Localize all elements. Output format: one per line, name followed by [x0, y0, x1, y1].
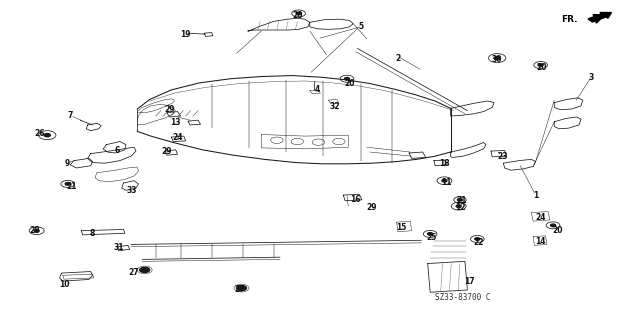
- Text: 7: 7: [68, 111, 73, 120]
- Text: 20: 20: [552, 226, 563, 235]
- Text: 19: 19: [180, 30, 191, 39]
- Circle shape: [475, 238, 480, 240]
- Circle shape: [296, 12, 301, 15]
- Circle shape: [457, 198, 462, 201]
- Text: 30: 30: [492, 55, 503, 64]
- Text: 5: 5: [358, 22, 363, 31]
- Text: 8: 8: [90, 229, 95, 238]
- Text: 20: 20: [292, 11, 302, 20]
- Text: 33: 33: [127, 186, 137, 195]
- Text: 20: 20: [344, 79, 355, 88]
- Text: 20: 20: [537, 63, 547, 72]
- Circle shape: [34, 229, 39, 232]
- Text: 24: 24: [536, 213, 546, 222]
- Circle shape: [44, 133, 50, 137]
- Text: 29: 29: [162, 147, 172, 156]
- Circle shape: [442, 180, 447, 182]
- Circle shape: [456, 205, 461, 207]
- Text: 18: 18: [439, 159, 450, 168]
- Text: 15: 15: [396, 223, 406, 232]
- Text: 26: 26: [34, 129, 44, 138]
- Circle shape: [345, 77, 350, 80]
- Text: 28: 28: [29, 226, 40, 235]
- Text: 22: 22: [473, 238, 484, 247]
- Circle shape: [236, 285, 246, 291]
- Text: 21: 21: [67, 182, 77, 191]
- Text: 11: 11: [441, 178, 452, 187]
- Text: 14: 14: [536, 237, 546, 246]
- Text: 21: 21: [456, 196, 466, 205]
- Text: 27: 27: [129, 268, 139, 277]
- Circle shape: [494, 56, 500, 60]
- Text: 6: 6: [114, 146, 120, 155]
- Text: 29: 29: [164, 105, 175, 114]
- Text: 12: 12: [455, 203, 465, 212]
- Text: 32: 32: [329, 102, 340, 111]
- Text: 17: 17: [464, 277, 475, 286]
- Text: 16: 16: [350, 195, 361, 204]
- Circle shape: [550, 224, 555, 227]
- Circle shape: [538, 64, 543, 66]
- Text: 25: 25: [427, 233, 437, 242]
- Text: 31: 31: [113, 243, 124, 252]
- FancyArrow shape: [588, 12, 611, 22]
- Text: 23: 23: [497, 152, 508, 161]
- Circle shape: [65, 183, 70, 185]
- Text: 13: 13: [170, 118, 181, 127]
- Text: 2: 2: [395, 53, 401, 62]
- Circle shape: [140, 268, 150, 272]
- Text: 24: 24: [172, 132, 183, 141]
- Text: 1: 1: [533, 190, 538, 200]
- Text: 10: 10: [58, 280, 69, 289]
- Text: 4: 4: [315, 85, 320, 94]
- Text: SZ33-83700 C: SZ33-83700 C: [435, 293, 491, 302]
- Text: FR.: FR.: [562, 15, 578, 24]
- Text: 9: 9: [65, 159, 70, 168]
- Text: 3: 3: [589, 73, 594, 82]
- Text: 27: 27: [234, 284, 245, 293]
- Text: 29: 29: [366, 203, 377, 212]
- Circle shape: [428, 233, 433, 235]
